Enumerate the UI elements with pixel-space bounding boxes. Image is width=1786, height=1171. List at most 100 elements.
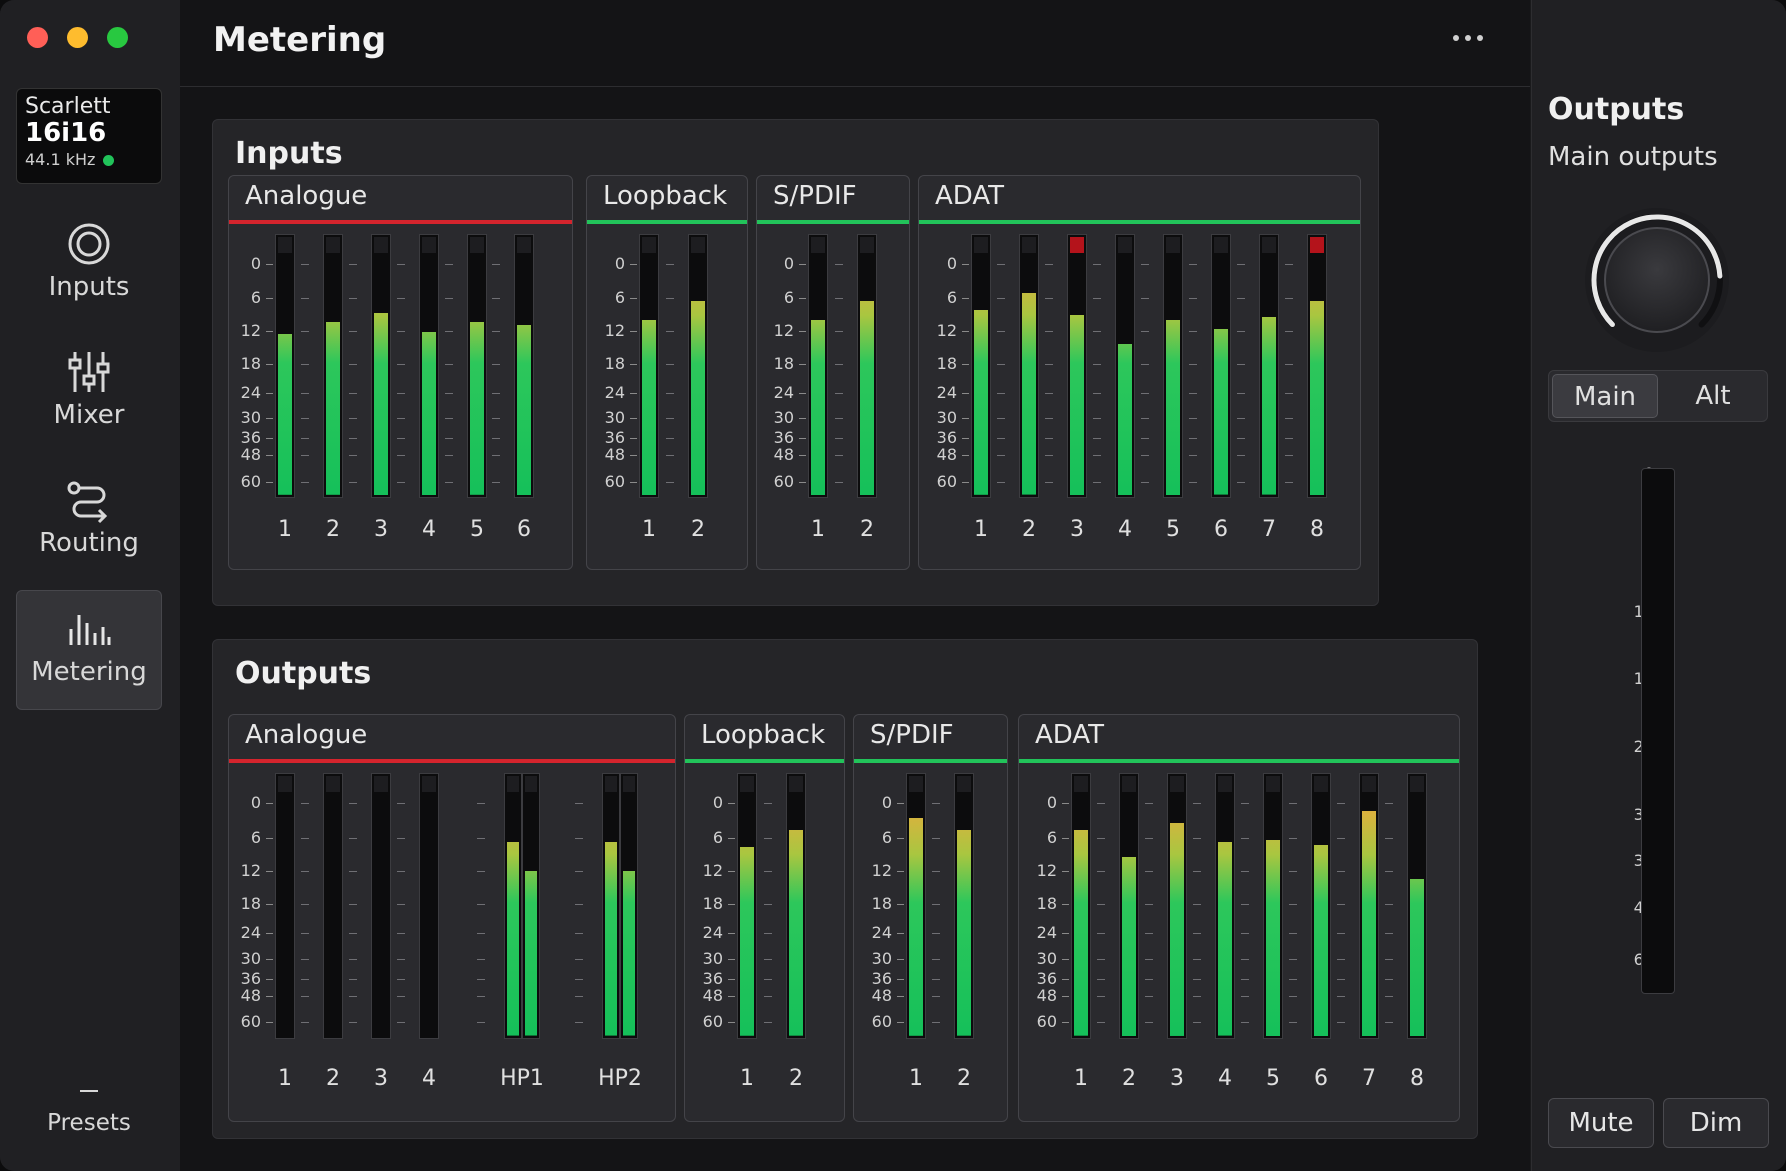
db-scale-tick [266, 393, 273, 395]
meter-channel-7 [1259, 234, 1279, 498]
db-scale-label: 0 [712, 792, 723, 812]
db-scale-label: 30 [702, 948, 723, 968]
db-scale-label: 60 [702, 1012, 723, 1032]
meter-channel-3 [371, 773, 391, 1039]
db-scale-label: 12 [702, 860, 723, 880]
channel-label: 1 [909, 1066, 923, 1091]
minimize-window-button[interactable] [67, 27, 88, 48]
db-scale-label: 48 [936, 445, 957, 465]
sidebar-item-label: Routing [39, 528, 139, 558]
db-scale: 0 6 12 18 24 30 36 48 60 [597, 240, 637, 504]
sample-rate: 44.1 kHz [25, 150, 96, 169]
sidebar-item-routing[interactable]: Routing [16, 462, 162, 582]
dim-button[interactable]: Dim [1663, 1098, 1769, 1148]
db-scale: 0 6 12 18 24 30 36 48 60 [233, 779, 273, 1045]
meter-channel-5 [467, 234, 487, 498]
close-window-button[interactable] [27, 27, 48, 48]
clip-indicator [1022, 237, 1036, 253]
clip-indicator [1410, 776, 1424, 792]
db-scale-tick [1062, 978, 1069, 980]
db-scale-tick [962, 364, 969, 366]
side-panel-subtitle: Main outputs [1548, 142, 1718, 172]
group-title: ADAT [1035, 720, 1104, 750]
device-model: 16i16 [25, 118, 107, 148]
mute-button[interactable]: Mute [1548, 1098, 1654, 1148]
db-scale-tick [1062, 995, 1069, 997]
channel-label: 1 [642, 517, 656, 542]
db-scale-label: 0 [250, 253, 261, 273]
meter-dash-guide [1141, 240, 1149, 504]
db-scale-tick [266, 904, 273, 906]
db-scale-label: 60 [871, 1012, 892, 1032]
db-scale-label: 0 [250, 792, 261, 812]
db-scale-tick [728, 1022, 735, 1024]
channel-label: 4 [1118, 517, 1132, 542]
group-header: Loopback [685, 715, 844, 763]
meter-channel-2 [323, 234, 343, 498]
meter-HP2-right [620, 773, 638, 1039]
db-scale-tick [630, 263, 637, 265]
sidebar-item-inputs[interactable]: Inputs [16, 206, 162, 326]
meter-channel-2 [1019, 234, 1039, 498]
meter-dash-guide [575, 779, 583, 1045]
sidebar-item-label: Metering [31, 657, 147, 687]
channel-label: 4 [422, 1066, 436, 1091]
clip-indicator [470, 237, 484, 253]
zoom-window-button[interactable] [107, 27, 128, 48]
meter-channel-2 [857, 234, 877, 498]
db-scale-tick [728, 802, 735, 804]
db-scale-tick [266, 802, 273, 804]
meter-channel-5 [1163, 234, 1183, 498]
meter-dash-guide [1045, 240, 1053, 504]
db-scale-tick [266, 995, 273, 997]
clip-indicator [517, 237, 531, 253]
channel-label: 5 [1266, 1066, 1280, 1091]
meter-fill [517, 324, 531, 495]
inputs-icon [68, 223, 110, 265]
meter-dash-guide [932, 779, 940, 1045]
routing-icon [67, 481, 108, 524]
meter-fill [470, 322, 484, 495]
db-scale-label: 6 [881, 827, 892, 847]
db-scale-tick [962, 438, 969, 439]
meter-channel-2 [786, 773, 806, 1039]
db-scale-tick [1062, 837, 1069, 839]
meter-channel-1 [737, 773, 757, 1039]
channel-label: 1 [974, 517, 988, 542]
channel-label: 1 [278, 1066, 292, 1091]
db-scale-label: 6 [946, 288, 957, 308]
meter-channel-2 [1119, 773, 1139, 1039]
inputs-group-adat: ADAT 0 6 12 18 24 30 36 48 60 1 2 3 4 5 6 7 8 [918, 175, 1361, 570]
db-scale-tick [630, 393, 637, 395]
db-scale-label: 36 [240, 428, 261, 447]
more-options-button[interactable] [1450, 26, 1510, 58]
sidebar-item-mixer[interactable]: Mixer [16, 334, 162, 454]
meter-fill [1314, 844, 1328, 1036]
channel-label: 5 [470, 517, 484, 542]
meter-channel-1 [1071, 773, 1091, 1039]
db-scale-label: 6 [250, 827, 261, 847]
meter-dash-guide [666, 240, 674, 504]
db-scale-tick [266, 481, 273, 483]
db-scale-tick [897, 958, 904, 960]
header: Metering [180, 0, 1530, 87]
alt-output-button[interactable]: Alt [1695, 381, 1731, 411]
meter-fill [1166, 319, 1180, 495]
sidebar-item-metering[interactable]: Metering [16, 590, 162, 710]
channel-label: 2 [1022, 517, 1036, 542]
meter-dash-guide [445, 240, 453, 504]
db-scale-tick [630, 364, 637, 366]
db-scale-label: 12 [871, 860, 892, 880]
group-title: Loopback [603, 181, 728, 211]
db-scale-tick [799, 298, 806, 300]
group-header: ADAT [1019, 715, 1459, 763]
main-output-button[interactable]: Main [1552, 374, 1658, 418]
clip-indicator [1074, 776, 1088, 792]
main-output-volume-knob[interactable] [1582, 205, 1732, 355]
db-scale-tick [897, 933, 904, 935]
outputs-panel: Outputs Analogue 0 6 12 18 24 30 36 48 60 1 2 3 4 HP1 H… [212, 639, 1478, 1139]
presets-button[interactable]: Presets [16, 1070, 162, 1136]
device-card[interactable]: Scarlett 16i16 44.1 kHz [16, 88, 162, 184]
meter-dash-guide [1237, 240, 1245, 504]
